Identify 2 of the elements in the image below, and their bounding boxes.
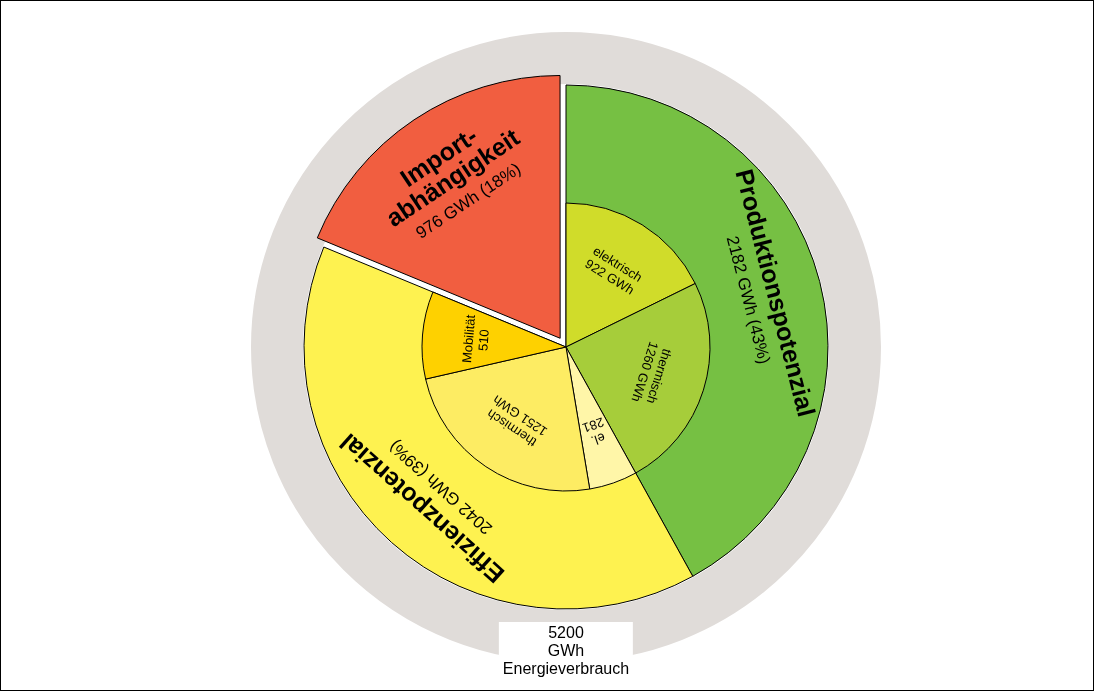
text: 5200 GWh Energieverbrauch [502, 624, 630, 678]
category-label: el. [589, 429, 608, 449]
